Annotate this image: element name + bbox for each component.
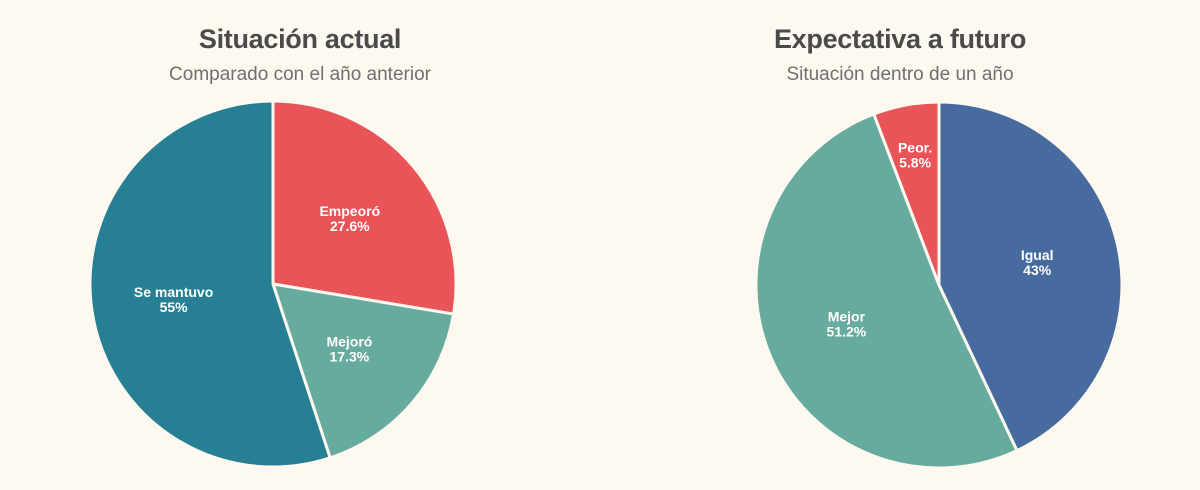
chart-subtitle: Situación dentro de un año <box>786 64 1014 85</box>
chart-title: Expectativa a futuro <box>773 24 1027 54</box>
chart-title: Situación actual <box>198 24 402 54</box>
pie-slice-mejor <box>754 112 1019 470</box>
slice-value-igual: 43% <box>1023 262 1052 278</box>
slice-value-empeoro: 27.6% <box>330 218 370 234</box>
pie-chart-expectativa-futuro: Expectativa a futuro Situación dentro de… <box>600 0 1200 490</box>
chart-subtitle: Comparado con el año anterior <box>169 64 431 85</box>
slice-label-peor: Peor. <box>898 139 932 155</box>
pie-slice-igual <box>937 100 1124 453</box>
slice-value-mejor: 51.2% <box>827 323 867 339</box>
slice-label-mejoro: Mejoró <box>326 334 372 350</box>
slice-value-peor: 5.8% <box>899 154 931 170</box>
slice-label-igual: Igual <box>1021 247 1054 263</box>
pie-slice-mejoro <box>271 282 456 460</box>
slice-label-empeoro: Empeoró <box>319 203 380 219</box>
pie-slice-peor <box>872 100 941 287</box>
pie-slice-empeoro <box>271 99 458 316</box>
slice-value-se-mantuvo: 55% <box>160 299 189 315</box>
slice-label-mejor: Mejor <box>828 308 866 324</box>
pie-slice-se-mantuvo <box>88 99 332 469</box>
slice-label-se-mantuvo: Se mantuvo <box>134 284 213 300</box>
pie-chart-situacion-actual: Situación actual Comparado con el año an… <box>88 24 458 469</box>
slice-value-mejoro: 17.3% <box>330 349 370 365</box>
